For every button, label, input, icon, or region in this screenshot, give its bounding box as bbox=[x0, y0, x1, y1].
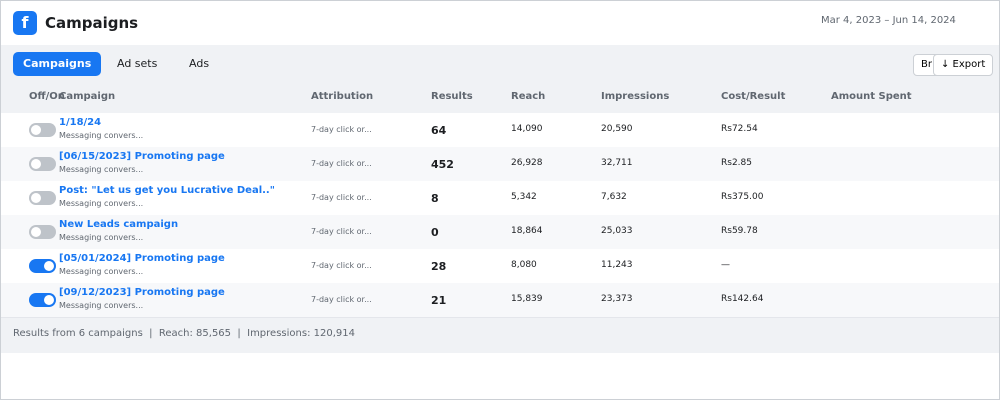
reach: 8,080 bbox=[511, 260, 537, 270]
results: 21 bbox=[431, 294, 447, 307]
toggle[interactable] bbox=[29, 225, 56, 239]
impressions: 7,632 bbox=[601, 192, 627, 202]
reach: 14,090 bbox=[511, 124, 543, 134]
column-header[interactable]: Off/On bbox=[29, 91, 65, 102]
column-header[interactable]: Results bbox=[431, 91, 473, 102]
column-header[interactable]: Reach bbox=[511, 91, 546, 102]
column-header[interactable]: Attribution bbox=[311, 91, 374, 102]
results: 0 bbox=[431, 226, 439, 239]
results: 28 bbox=[431, 260, 447, 273]
attribution: 7-day click or... bbox=[311, 227, 372, 236]
toggle[interactable] bbox=[29, 191, 56, 205]
toggle[interactable] bbox=[29, 157, 56, 171]
results: 8 bbox=[431, 192, 439, 205]
page-title: Campaigns bbox=[45, 14, 139, 32]
objective: Messaging convers... bbox=[59, 267, 144, 276]
impressions: 23,373 bbox=[601, 294, 633, 304]
attribution: 7-day click or... bbox=[311, 193, 372, 202]
table-row: Post: "Let us get you Lucrative Deal.." M… bbox=[1, 181, 999, 216]
table-row: [09/12/2023] Promoting page Messaging con… bbox=[1, 283, 999, 318]
results: 452 bbox=[431, 158, 454, 171]
column-header[interactable]: Campaign bbox=[59, 91, 116, 102]
column-header[interactable]: Impressions bbox=[601, 91, 670, 102]
attribution: 7-day click or... bbox=[311, 159, 372, 168]
attribution: 7-day click or... bbox=[311, 261, 372, 270]
table-row: New Leads campaign Messaging convers... 7-… bbox=[1, 215, 999, 250]
cost-per-result: Rs2.85 bbox=[721, 158, 752, 168]
reach: 15,839 bbox=[511, 294, 543, 304]
table-row: 1/18/24 Messaging convers... 7-day click o… bbox=[1, 113, 999, 148]
footer-bar: Results from 6 campaigns | Reach: 85,565… bbox=[1, 317, 999, 353]
objective: Messaging convers... bbox=[59, 165, 144, 174]
button[interactable]: ↓ Export bbox=[933, 54, 994, 76]
logo: f bbox=[13, 11, 37, 35]
impressions: 32,711 bbox=[601, 158, 633, 168]
campaign-name[interactable]: [05/01/2024] Promoting page bbox=[59, 253, 225, 264]
attribution: 7-day click or... bbox=[311, 125, 372, 134]
summary: Results from 6 campaigns | Reach: 85,565… bbox=[13, 328, 355, 339]
toggle[interactable] bbox=[29, 123, 56, 137]
column-header[interactable]: Amount Spent bbox=[831, 91, 912, 102]
toggle[interactable] bbox=[29, 293, 56, 307]
table-row: [05/01/2024] Promoting page Messaging con… bbox=[1, 249, 999, 284]
table-row: [06/15/2023] Promoting page Messaging con… bbox=[1, 147, 999, 182]
impressions: 25,033 bbox=[601, 226, 633, 236]
cost-per-result: Rs375.00 bbox=[721, 192, 764, 202]
impressions: 11,243 bbox=[601, 260, 633, 270]
impressions: 20,590 bbox=[601, 124, 633, 134]
objective: Messaging convers... bbox=[59, 301, 144, 310]
campaign-name[interactable]: New Leads campaign bbox=[59, 219, 179, 230]
toggle[interactable] bbox=[29, 259, 56, 273]
campaign-name[interactable]: [09/12/2023] Promoting page bbox=[59, 287, 225, 298]
objective: Messaging convers... bbox=[59, 199, 144, 208]
cost-per-result: Rs59.78 bbox=[721, 226, 758, 236]
tab[interactable]: Campaigns bbox=[13, 52, 102, 76]
tab[interactable]: Ad sets bbox=[117, 57, 158, 70]
reach: 5,342 bbox=[511, 192, 537, 202]
campaign-name[interactable]: Post: "Let us get you Lucrative Deal.." bbox=[59, 185, 275, 196]
reach: 26,928 bbox=[511, 158, 543, 168]
reach: 18,864 bbox=[511, 226, 543, 236]
results: 64 bbox=[431, 124, 447, 137]
objective: Messaging convers... bbox=[59, 131, 144, 140]
tab[interactable]: Ads bbox=[189, 57, 210, 70]
campaign-name[interactable]: [06/15/2023] Promoting page bbox=[59, 151, 225, 162]
objective: Messaging convers... bbox=[59, 233, 144, 242]
column-header[interactable]: Cost/Result bbox=[721, 91, 786, 102]
date-range[interactable]: Mar 4, 2023 – Jun 14, 2024 bbox=[821, 15, 956, 26]
attribution: 7-day click or... bbox=[311, 295, 372, 304]
cost-per-result: — bbox=[721, 260, 730, 270]
toolbar bbox=[1, 45, 999, 113]
cost-per-result: Rs72.54 bbox=[721, 124, 758, 134]
campaign-name[interactable]: 1/18/24 bbox=[59, 117, 102, 128]
cost-per-result: Rs142.64 bbox=[721, 294, 764, 304]
